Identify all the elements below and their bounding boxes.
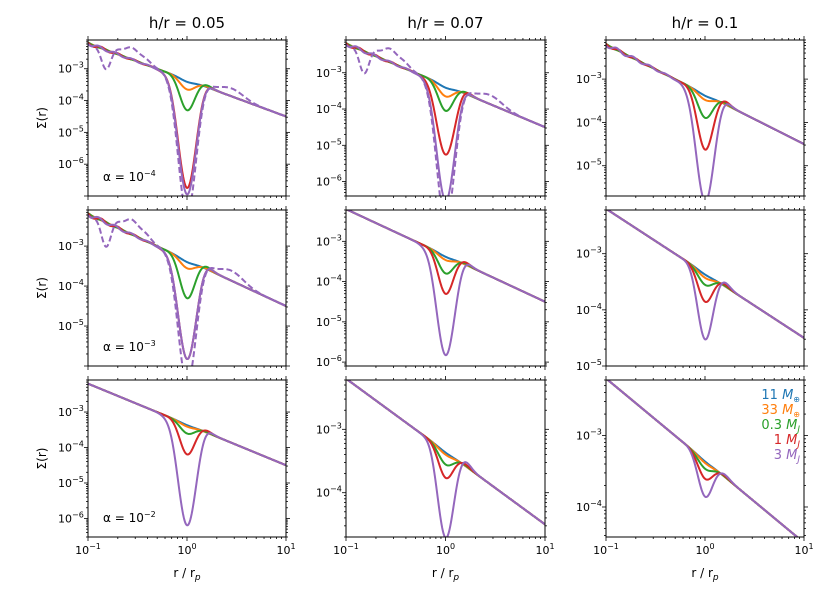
y-tick-label: 10−3 xyxy=(316,233,342,248)
y-tick-label: 10−5 xyxy=(576,158,602,173)
series-line-4-panel-6 xyxy=(88,382,286,527)
y-tick-label: 10−4 xyxy=(58,93,84,108)
panel-r2-c0: 10−1 100 101 r / rp 10−6 10−5 10−4 10−3 Σ(r) α = … xyxy=(35,376,296,583)
y-tick-label: 10−3 xyxy=(576,428,602,443)
x-tick-label: 100 xyxy=(436,542,455,557)
y-axis-label: Σ(r) xyxy=(35,277,49,299)
y-tick-label: 10−4 xyxy=(58,440,84,455)
series-line-4-panel-2 xyxy=(606,44,804,196)
series-line-4-panel-5 xyxy=(606,210,804,341)
series-line-3-panel-3 xyxy=(88,212,286,361)
y-tick-label: 10−3 xyxy=(58,238,84,253)
panel-r1-c2: 10−5 10−4 10−3 xyxy=(576,206,808,373)
y-tick-label: 10−6 xyxy=(58,156,84,171)
x-tick-label: 100 xyxy=(177,542,196,557)
legend-item: 11 M⊕ xyxy=(761,388,800,404)
x-tick-label: 10−1 xyxy=(75,542,101,557)
y-tick-label: 10−4 xyxy=(58,278,84,293)
y-tick-label: 10−5 xyxy=(58,124,84,139)
y-tick-label: 10−5 xyxy=(58,318,84,333)
y-tick-label: 10−4 xyxy=(576,302,602,317)
x-tick-label: 10−1 xyxy=(333,542,359,557)
series-line-3-panel-1 xyxy=(346,42,545,156)
y-tick-label: 10−5 xyxy=(316,137,342,152)
y-axis-label: Σ(r) xyxy=(35,107,49,129)
x-tick-label: 101 xyxy=(276,542,295,557)
y-tick-label: 10−6 xyxy=(58,510,84,525)
x-tick-label: 101 xyxy=(794,542,813,557)
y-tick-label: 10−5 xyxy=(58,475,84,490)
panel-r0-c1: 10−6 10−5 10−4 10−3 h/r = 0.07 xyxy=(316,14,549,200)
series-line-4-panel-7 xyxy=(346,380,545,537)
x-axis-label: r / rp xyxy=(173,566,201,583)
panel-r0-c2: 10−5 10−4 10−3 h/r = 0.1 xyxy=(576,14,808,200)
legend-item: 33 M⊕ xyxy=(761,403,800,419)
column-title: h/r = 0.07 xyxy=(407,14,483,32)
y-tick-label: 10−4 xyxy=(316,485,342,500)
panel-r2-c2: 10−1 100 101 r / rp 10−4 10−3 xyxy=(576,376,814,583)
y-tick-label: 10−3 xyxy=(58,404,84,419)
y-tick-label: 10−4 xyxy=(576,499,602,514)
panel-r2-c1: 10−1 100 101 r / rp 10−4 10−3 xyxy=(316,376,555,583)
series-line-4-panel-3 xyxy=(88,214,286,361)
y-tick-label: 10−4 xyxy=(576,114,602,129)
y-tick-label: 10−6 xyxy=(316,174,342,189)
axes-frame xyxy=(345,39,546,197)
alpha-annotation: α = 10−4 xyxy=(103,169,156,184)
panel-r0-c0: 10−6 10−5 10−4 10−3 Σ(r) α = 10−4 h/r = 0.05 xyxy=(35,14,290,200)
y-tick-label: 10−3 xyxy=(316,421,342,436)
alpha-annotation: α = 10−2 xyxy=(103,510,156,525)
legend-item: 3 MJ xyxy=(774,448,801,465)
x-axis-label: r / rp xyxy=(691,566,719,583)
y-tick-label: 10−5 xyxy=(316,314,342,329)
y-tick-label: 10−3 xyxy=(316,65,342,80)
y-tick-label: 10−5 xyxy=(576,358,602,373)
dashed-3MJ-line-panel-0 xyxy=(88,43,286,196)
column-title: h/r = 0.05 xyxy=(149,14,225,32)
series-line-4-panel-0 xyxy=(88,43,286,196)
y-tick-label: 10−6 xyxy=(316,354,342,369)
y-tick-label: 10−3 xyxy=(576,246,602,261)
column-title: h/r = 0.1 xyxy=(672,14,739,32)
panel-r1-c1: 10−6 10−5 10−4 10−3 xyxy=(316,206,549,370)
series-line-3-panel-0 xyxy=(88,41,286,189)
legend-item: 0.3 MJ xyxy=(761,418,800,435)
x-axis-label: r / rp xyxy=(432,566,460,583)
y-tick-label: 10−4 xyxy=(316,274,342,289)
y-axis-label: Σ(r) xyxy=(35,448,49,470)
series-line-4-panel-8 xyxy=(606,380,799,537)
dashed-3MJ-line-panel-1 xyxy=(346,44,545,196)
panel-r1-c0: 10−5 10−4 10−3 Σ(r) α = 10−3 xyxy=(35,206,290,370)
y-tick-label: 10−3 xyxy=(576,71,602,86)
legend-item: 1 MJ xyxy=(774,433,801,450)
alpha-annotation: α = 10−3 xyxy=(103,339,156,354)
axes-frame xyxy=(605,209,805,367)
series-line-4-panel-4 xyxy=(346,210,545,357)
legend: 11 M⊕33 M⊕0.3 MJ1 MJ3 MJ xyxy=(761,388,800,465)
x-tick-label: 10−1 xyxy=(593,542,619,557)
y-tick-label: 10−4 xyxy=(316,101,342,116)
axes-frame xyxy=(345,379,546,538)
x-tick-label: 100 xyxy=(695,542,714,557)
y-tick-label: 10−3 xyxy=(58,61,84,76)
series-line-4-panel-1 xyxy=(346,43,545,196)
x-tick-label: 101 xyxy=(535,542,554,557)
